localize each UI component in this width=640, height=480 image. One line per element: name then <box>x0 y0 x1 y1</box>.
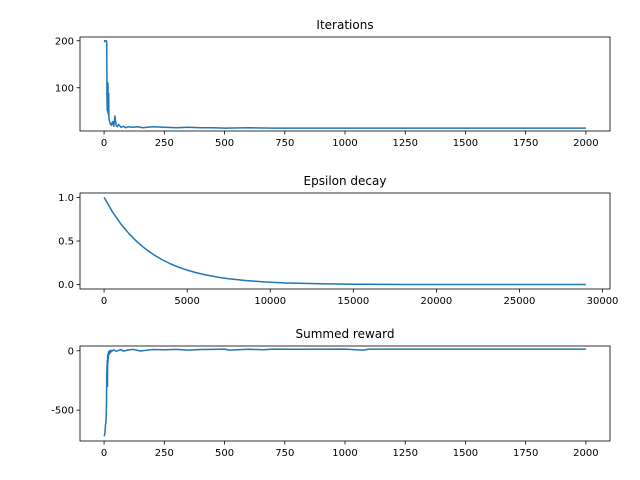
x-tick-label: 1000 <box>332 448 357 459</box>
x-tick-label: 1000 <box>332 138 357 149</box>
y-tick-label: 0.0 <box>58 280 74 291</box>
x-tick-label: 5000 <box>174 296 199 307</box>
x-tick-label: 750 <box>275 138 294 149</box>
x-tick-label: 750 <box>275 448 294 459</box>
x-tick-label: 250 <box>155 448 174 459</box>
chart-title: Epsilon decay <box>304 174 387 188</box>
x-tick-label: 1500 <box>453 448 478 459</box>
x-tick-label: 0 <box>101 296 107 307</box>
series-line <box>103 40 586 129</box>
x-tick-label: 500 <box>215 138 234 149</box>
x-tick-label: 15000 <box>337 296 369 307</box>
x-tick-label: 1750 <box>513 138 538 149</box>
chart-title: Iterations <box>316 18 373 32</box>
x-tick-label: 25000 <box>504 296 536 307</box>
x-tick-label: 0 <box>101 448 107 459</box>
x-tick-label: 2000 <box>573 138 598 149</box>
y-tick-label: 200 <box>55 36 74 47</box>
subplot-summed-reward: Summed reward 0 250 500 750 1000 1250 1500 1750 2… <box>51 327 611 459</box>
x-tick-label: 1250 <box>393 138 418 149</box>
y-tick-label: -500 <box>51 406 74 417</box>
x-tick-label: 250 <box>155 138 174 149</box>
y-tick-label: 0 <box>68 346 74 357</box>
x-tick-label: 2000 <box>573 448 598 459</box>
x-tick-label: 1250 <box>393 448 418 459</box>
x-tick-label: 0 <box>101 138 107 149</box>
series-line <box>103 348 586 437</box>
x-tick-label: 10000 <box>254 296 286 307</box>
y-tick-label: 100 <box>55 83 74 94</box>
x-tick-label: 1500 <box>453 138 478 149</box>
subplot-epsilon-decay: Epsilon decay 0 5000 10000 15000 20000 25000 30… <box>58 174 618 307</box>
subplot-iterations: Iterations 0 250 500 750 1000 1250 1500 1750 2000… <box>55 18 611 149</box>
x-tick-label: 30000 <box>587 296 619 307</box>
x-tick-label: 500 <box>215 448 234 459</box>
y-tick-label: 0.5 <box>58 237 74 248</box>
x-tick-label: 20000 <box>420 296 452 307</box>
y-tick-label: 1.0 <box>58 193 74 204</box>
x-tick-label: 1750 <box>513 448 538 459</box>
chart-title: Summed reward <box>296 327 395 341</box>
series-line <box>103 196 586 286</box>
